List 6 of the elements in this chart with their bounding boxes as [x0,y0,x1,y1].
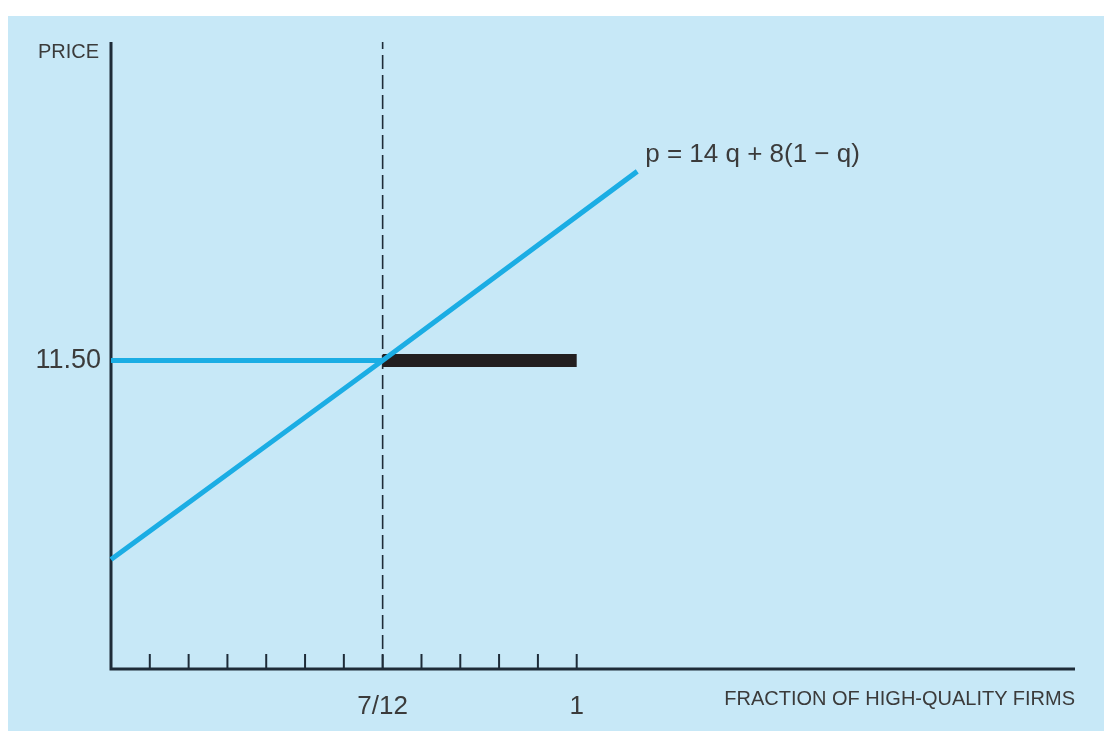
annotation: 11.50 [35,343,101,374]
x-axis-title: FRACTION OF HIGH-QUALITY FIRMS [724,686,1075,709]
x-tick-label: 7/12 [357,689,408,720]
text: PRICE [37,39,99,62]
x-tick-label: 1 [569,689,584,720]
series-label: p = 14 q + 8(1 − q) [645,137,860,168]
